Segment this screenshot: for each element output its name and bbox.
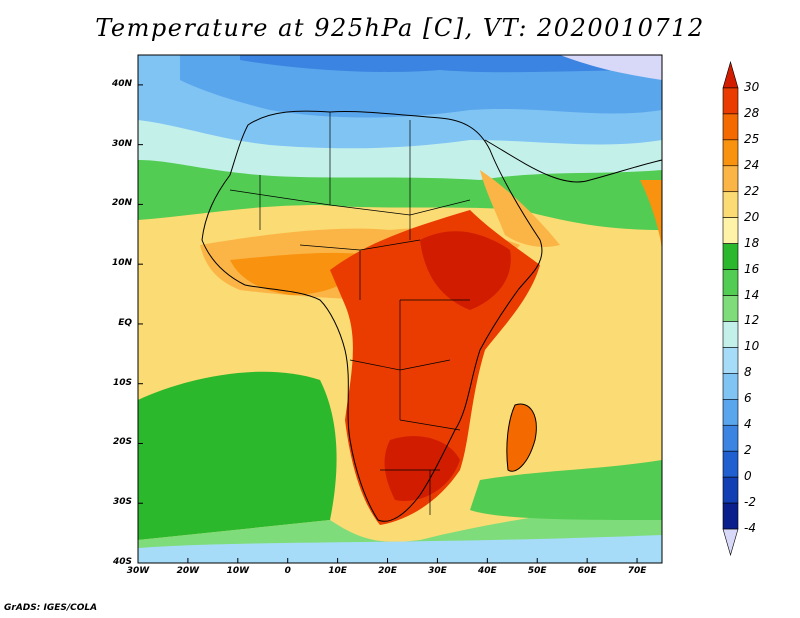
colorbar-label: 18 [744,235,760,250]
colorbar-label: 2 [744,443,752,458]
colorbar-segment [722,347,739,374]
lon-tick-label: 0 [284,566,291,576]
country-borders [229,112,471,515]
colorbar-label: 30 [744,79,760,94]
colorbar-label: 25 [744,131,760,146]
lat-tick-label: 40S [112,557,132,567]
colorbar-segment [722,191,739,218]
colorbar-label: 12 [744,313,760,328]
colorbar-segment [722,502,739,530]
lon-tick-label: 30E [428,566,447,576]
colorbar-label: 14 [744,287,760,302]
colorbar-label: 22 [744,183,760,198]
colorbar-segment [722,373,739,400]
region-med-dark [240,55,662,73]
region-south-atlantic-green [138,371,337,540]
colorbar-segment [722,424,739,452]
colorbar-segment [722,139,739,167]
colorbar-label: 20 [744,209,760,224]
lon-tick-label: 60E [577,566,597,576]
colorbar-segment [722,399,739,426]
colorbar-segment [722,269,739,296]
madagascar-outline [506,403,537,472]
chart-title: Temperature at 925hPa [C], VT: 202001071… [95,14,705,42]
region-arctic-lavender [560,55,662,80]
lon-tick-label: 20W [176,566,200,576]
grads-credit: GrADS: IGES/COLA [4,603,98,613]
lat-tick-label: 40N [111,78,132,89]
lat-tick-label: 10S [112,377,132,388]
colorbar-segment [722,87,739,115]
colorbar-label: 6 [744,391,752,406]
colorbar-label: 24 [744,157,760,172]
lat-tick-label: EQ [118,317,132,328]
region-indian-south-green [470,460,662,520]
colorbar-segment [722,60,739,89]
colorbar-segment [722,295,739,322]
colorbar-segment [722,476,739,504]
region-india-warm [640,180,662,250]
colorbar-segment [722,165,739,193]
lon-tick-label: 10E [328,566,347,576]
colorbar-label: -4 [744,521,756,536]
lon-tick-label: 40E [477,566,497,576]
region-sahel-hot [230,252,370,295]
region-madagascar [506,404,537,472]
region-hottest-south [384,436,460,501]
map-frame [137,54,663,564]
colorbar-segment [722,528,739,557]
colorbar-segment [722,243,739,270]
lon-tick-label: 70E [627,566,647,576]
lat-tick-label: 20N [111,198,132,209]
colorbar-label: 16 [744,261,760,276]
axis-ticks [137,84,638,564]
colorbar-label: 8 [744,365,752,380]
colorbar-label: -2 [744,495,756,510]
colorbar-label: 28 [744,105,760,120]
region-hottest-east [420,231,511,310]
region-far-south-cyan [138,535,662,563]
africa-coastline [201,110,543,522]
lat-tick-label: 10N [111,258,132,269]
lat-tick-label: 30S [112,497,132,508]
lon-tick-label: 20E [378,566,397,576]
lon-tick-label: 30W [126,566,150,576]
colorbar [722,60,739,557]
lat-tick-label: 30N [111,138,132,149]
colorbar-label: 0 [744,469,752,484]
lon-tick-label: 50E [527,566,547,576]
colorbar-segment [722,321,739,348]
lon-tick-label: 10W [226,566,250,576]
arabia-coastline [484,139,663,183]
colorbar-label: 4 [744,417,752,432]
colorbar-segment [722,450,739,478]
lat-tick-label: 20S [112,437,132,448]
colorbar-segment [722,113,739,141]
colorbar-segment [722,217,739,244]
colorbar-label: 10 [744,339,760,354]
